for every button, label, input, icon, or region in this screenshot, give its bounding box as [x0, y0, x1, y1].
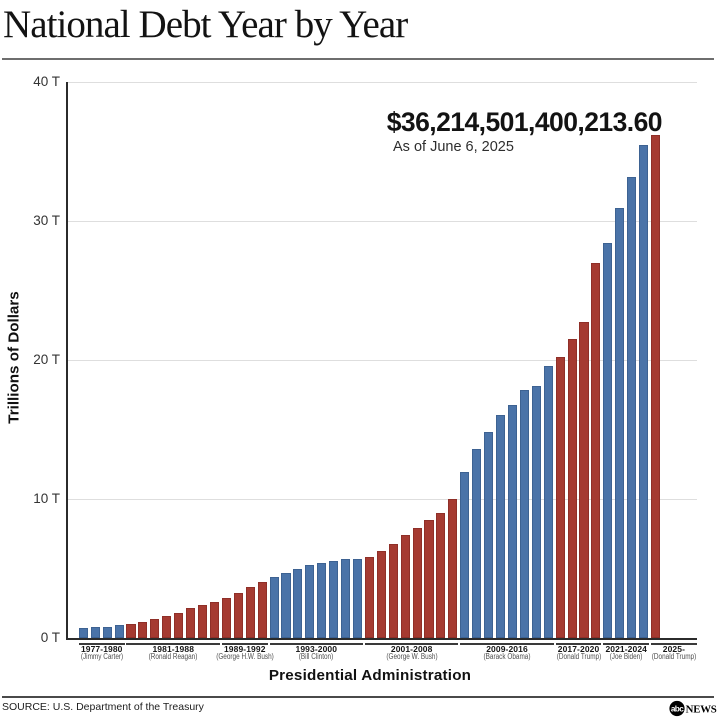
svg-text:abc: abc — [671, 704, 684, 713]
svg-text:NEWS: NEWS — [686, 703, 717, 715]
